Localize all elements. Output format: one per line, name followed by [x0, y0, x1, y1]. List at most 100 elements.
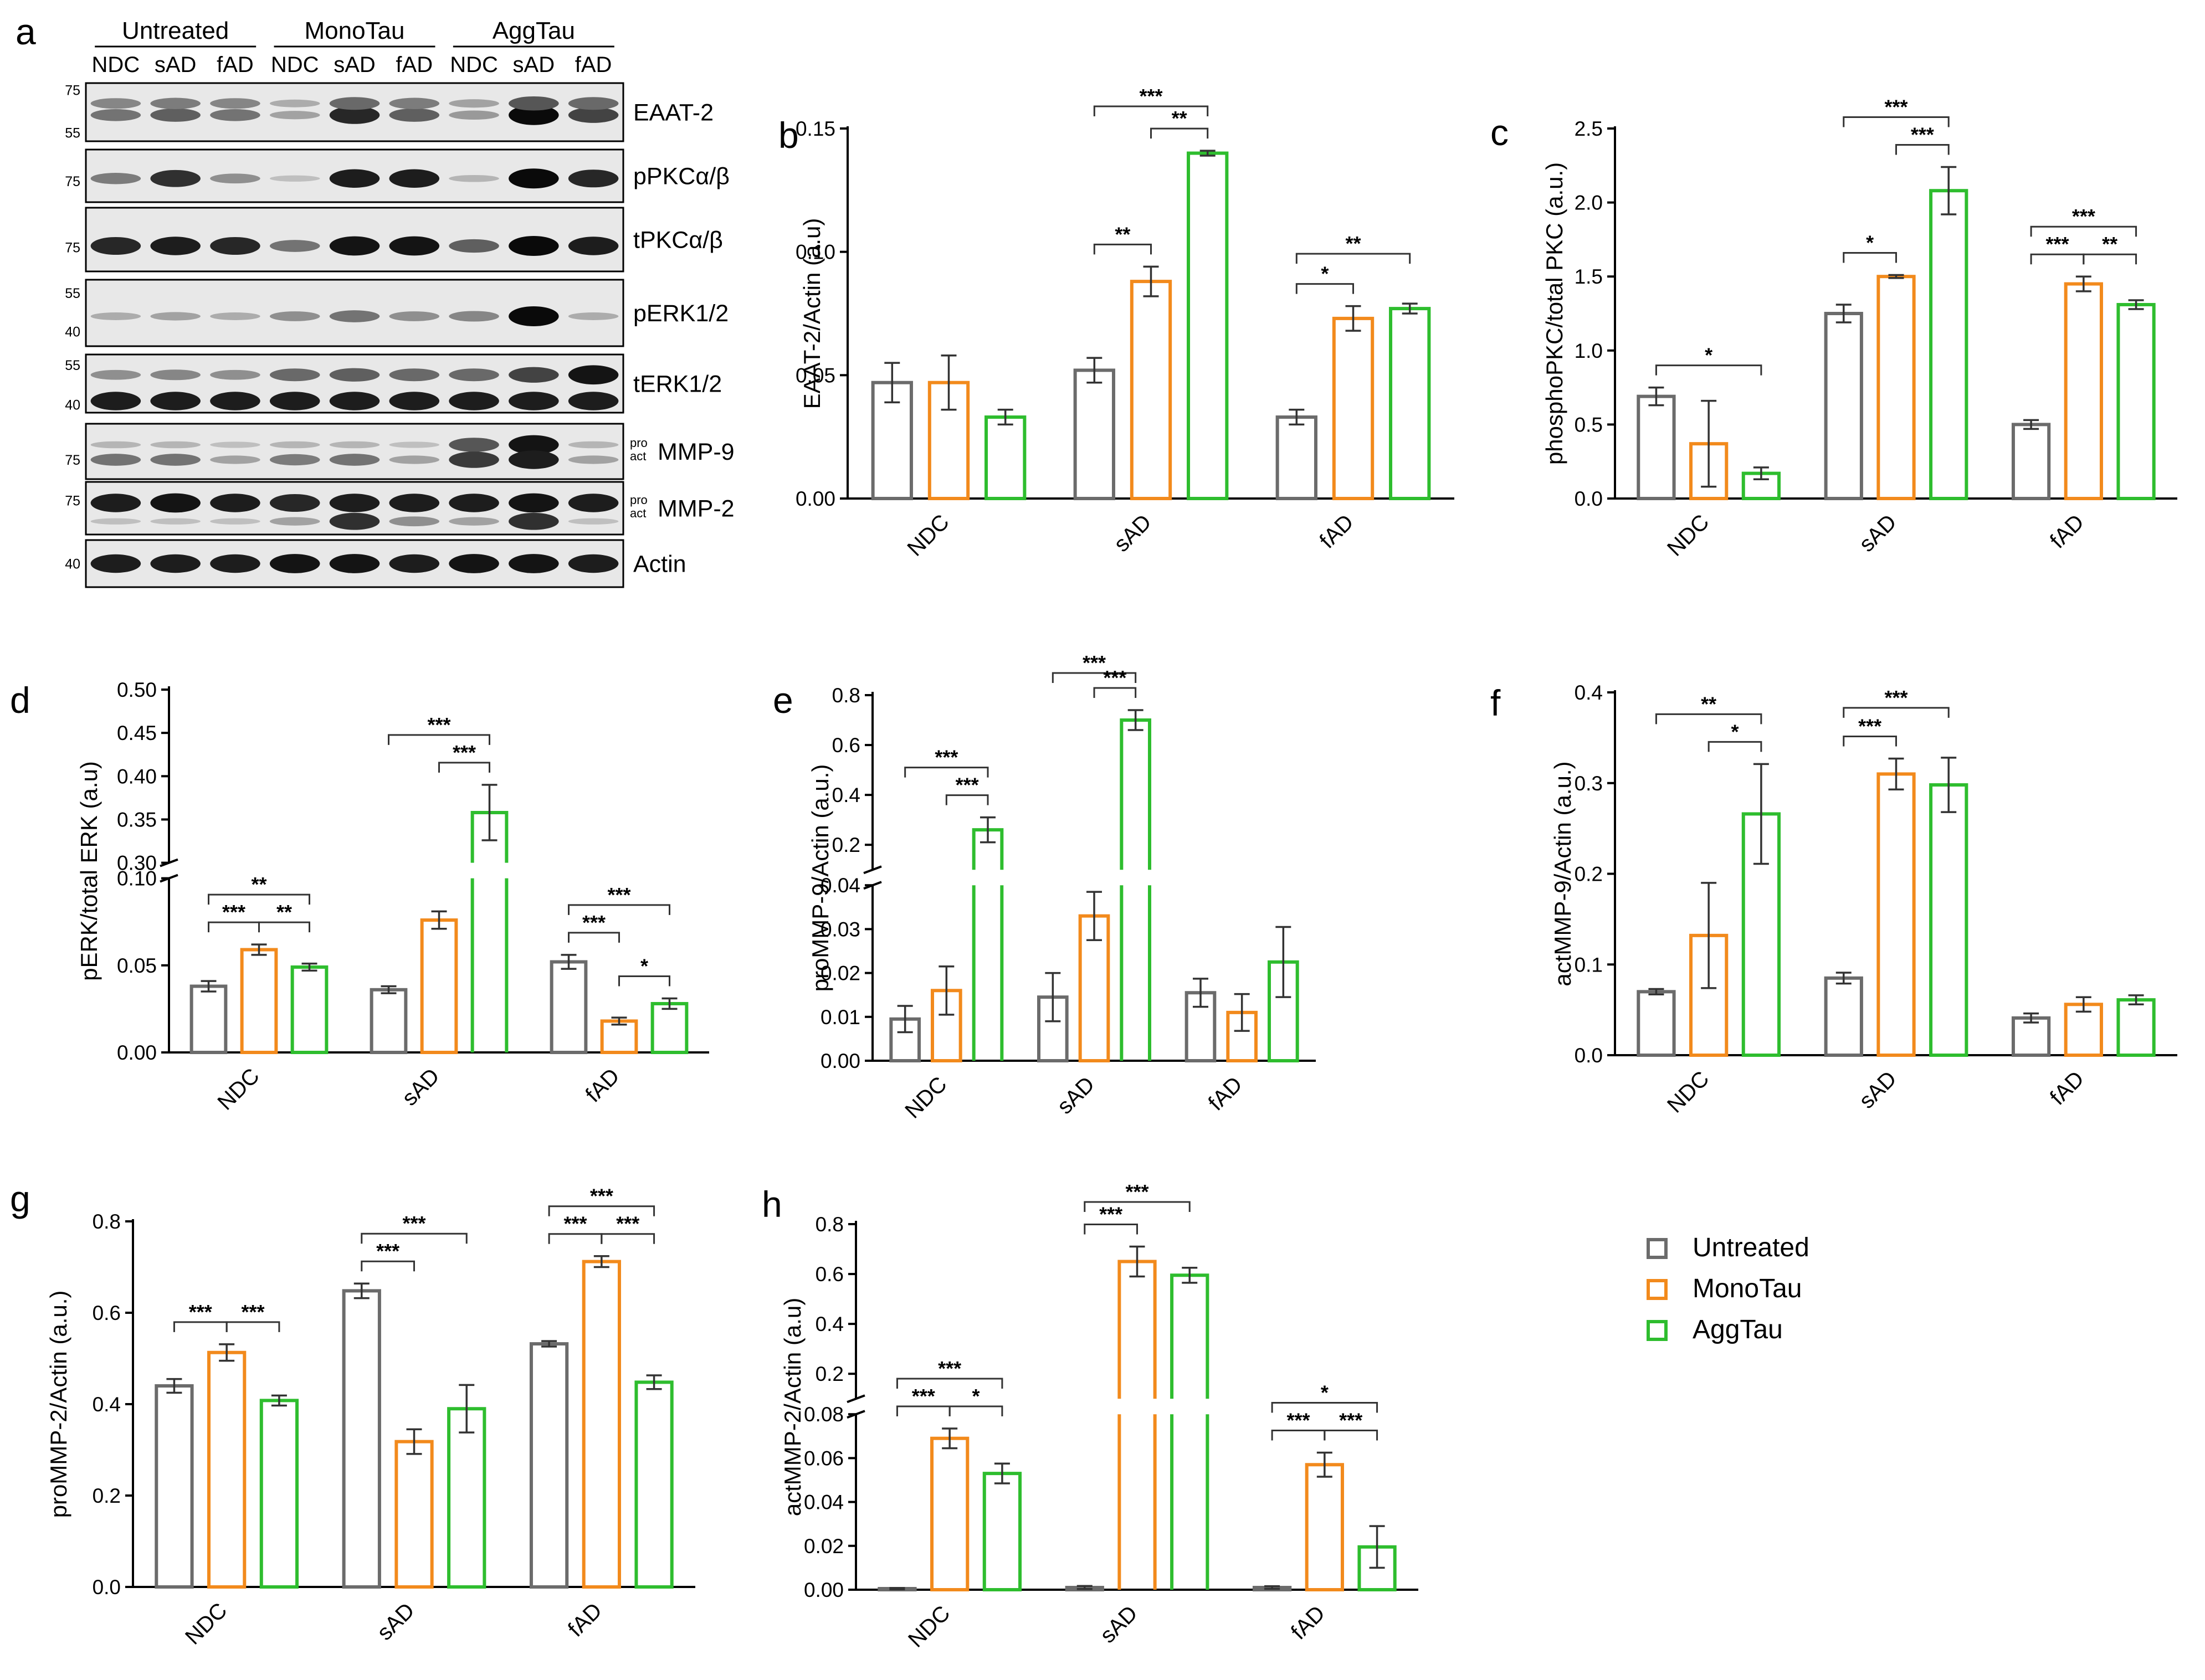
significance-label: ***: [1339, 1409, 1362, 1432]
panel-label-c: c: [1490, 112, 1509, 153]
bar: [984, 415, 1027, 500]
blot-band: [269, 368, 320, 382]
y-tick-label: 0.10: [117, 867, 157, 890]
significance-label: ***: [616, 1213, 639, 1235]
blot-band: [449, 494, 499, 512]
blot-band: [150, 369, 201, 381]
blot-band: [568, 455, 619, 464]
mw-marker: 40: [65, 397, 80, 413]
bar: [972, 828, 1004, 1061]
significance-label: *: [640, 955, 648, 978]
bracket-line: [1084, 1224, 1138, 1235]
blot-band: [150, 169, 201, 187]
significance-bracket: *: [1295, 263, 1354, 294]
x-category-label: NDC: [900, 1072, 951, 1123]
bar-untreated-sad: [1824, 304, 1863, 500]
blot-band: [150, 108, 201, 122]
bar: [2011, 423, 2051, 501]
bar-untreated-ndc: [189, 980, 228, 1054]
significance-label: *: [1731, 720, 1739, 743]
x-category-label: sAD: [1854, 510, 1901, 557]
bracket-line: [1271, 1430, 1326, 1441]
blot-band: [150, 454, 201, 466]
lane-label: sAD: [513, 53, 555, 77]
significance-label: **: [1701, 692, 1716, 715]
significance-label: **: [1345, 232, 1361, 255]
blot-band: [150, 97, 201, 109]
mw-marker: 55: [65, 125, 80, 141]
y-tick-label: 0.50: [117, 679, 157, 701]
significance-bracket: ***: [568, 883, 670, 915]
y-tick-label: 0.40: [117, 765, 157, 788]
blot-band: [509, 236, 559, 256]
bar: [650, 1001, 689, 1055]
blot-band: [210, 554, 260, 573]
bar-monotau-ndc: [1689, 882, 1729, 1057]
chart-c: c 0.0 0.5 1.0 1.5 2.0 2.5 phosphoPKC/total PKC …: [1490, 95, 2177, 561]
significance-label: ***: [453, 741, 476, 764]
blot-band: [329, 454, 380, 466]
y-tick-label: 0.4: [1575, 681, 1603, 704]
blot-band: [269, 111, 320, 120]
panel-label-f: f: [1490, 682, 1501, 723]
y-tick-label: 0.6: [93, 1302, 121, 1324]
blot-band: [269, 175, 320, 182]
blot-band: [568, 518, 619, 525]
bar-aggtau-ndc: [1741, 466, 1781, 500]
bar-aggtau-sad: [470, 784, 509, 1052]
bracket-line: [208, 893, 310, 905]
bar: [240, 948, 278, 1055]
bar: [420, 918, 458, 1055]
significance-label: ***: [563, 1213, 587, 1235]
blot-protein-name: MMP-9: [658, 439, 735, 465]
blot-band: [449, 110, 499, 120]
y-tick-label: 1.5: [1575, 265, 1603, 288]
y-tick-label: 0.30: [117, 852, 157, 875]
legend-label-monotau: MonoTau: [1693, 1274, 1802, 1303]
bracket-line: [548, 1233, 603, 1244]
blot-band: [90, 237, 141, 255]
blot-band: [389, 368, 440, 382]
significance-bracket: ***: [945, 774, 989, 805]
blot-band: [210, 369, 260, 380]
blot-band: [269, 517, 320, 526]
significance-label: ***: [912, 1385, 935, 1407]
x-category-label: sAD: [1053, 1072, 1100, 1119]
blot-row: 40 Actin: [65, 539, 686, 588]
y-tick-label: 0.2: [93, 1484, 121, 1507]
bracket-line: [361, 1260, 415, 1272]
y-tick-label: 0.04: [821, 874, 860, 897]
y-axis-label: proMMP-9/Actin (a.u.): [807, 764, 833, 992]
significance-label: **: [276, 901, 292, 923]
blot-band: [449, 554, 499, 573]
bracket-line: [1295, 253, 1411, 264]
bar-aggtau-fad: [1268, 926, 1299, 1063]
bar-untreated-fad: [1252, 1585, 1292, 1592]
blot-band: [90, 441, 141, 449]
bar: [1876, 275, 1916, 500]
y-axis-label: proMMP-2/Actin (a.u.): [45, 1291, 71, 1518]
bar: [1824, 976, 1863, 1057]
significance-bracket: *: [1655, 344, 1762, 376]
bar: [370, 988, 408, 1055]
significance-bracket: ***: [1843, 686, 1950, 718]
significance-bracket: ***: [1271, 1409, 1326, 1441]
blot-band: [449, 311, 499, 322]
y-tick-label: 0.45: [117, 722, 157, 744]
bar: [207, 1350, 247, 1589]
bar: [1637, 394, 1676, 501]
bar-untreated-ndc: [878, 1587, 917, 1592]
blot-band: [449, 239, 499, 253]
bar-untreated-sad: [1073, 357, 1115, 501]
panel-label-g: g: [10, 1178, 30, 1219]
significance-label: ***: [1125, 1180, 1148, 1203]
bar-aggtau-ndc: [259, 1394, 299, 1589]
significance-bracket: ***: [1084, 1203, 1138, 1235]
blot-band: [269, 392, 320, 410]
blot-protein-name: EAAT-2: [633, 100, 714, 126]
x-category-label: NDC: [1663, 1066, 1714, 1117]
blot-band: [269, 240, 320, 252]
bracket-line: [1324, 1430, 1378, 1441]
bar-monotau-ndc: [207, 1343, 247, 1589]
